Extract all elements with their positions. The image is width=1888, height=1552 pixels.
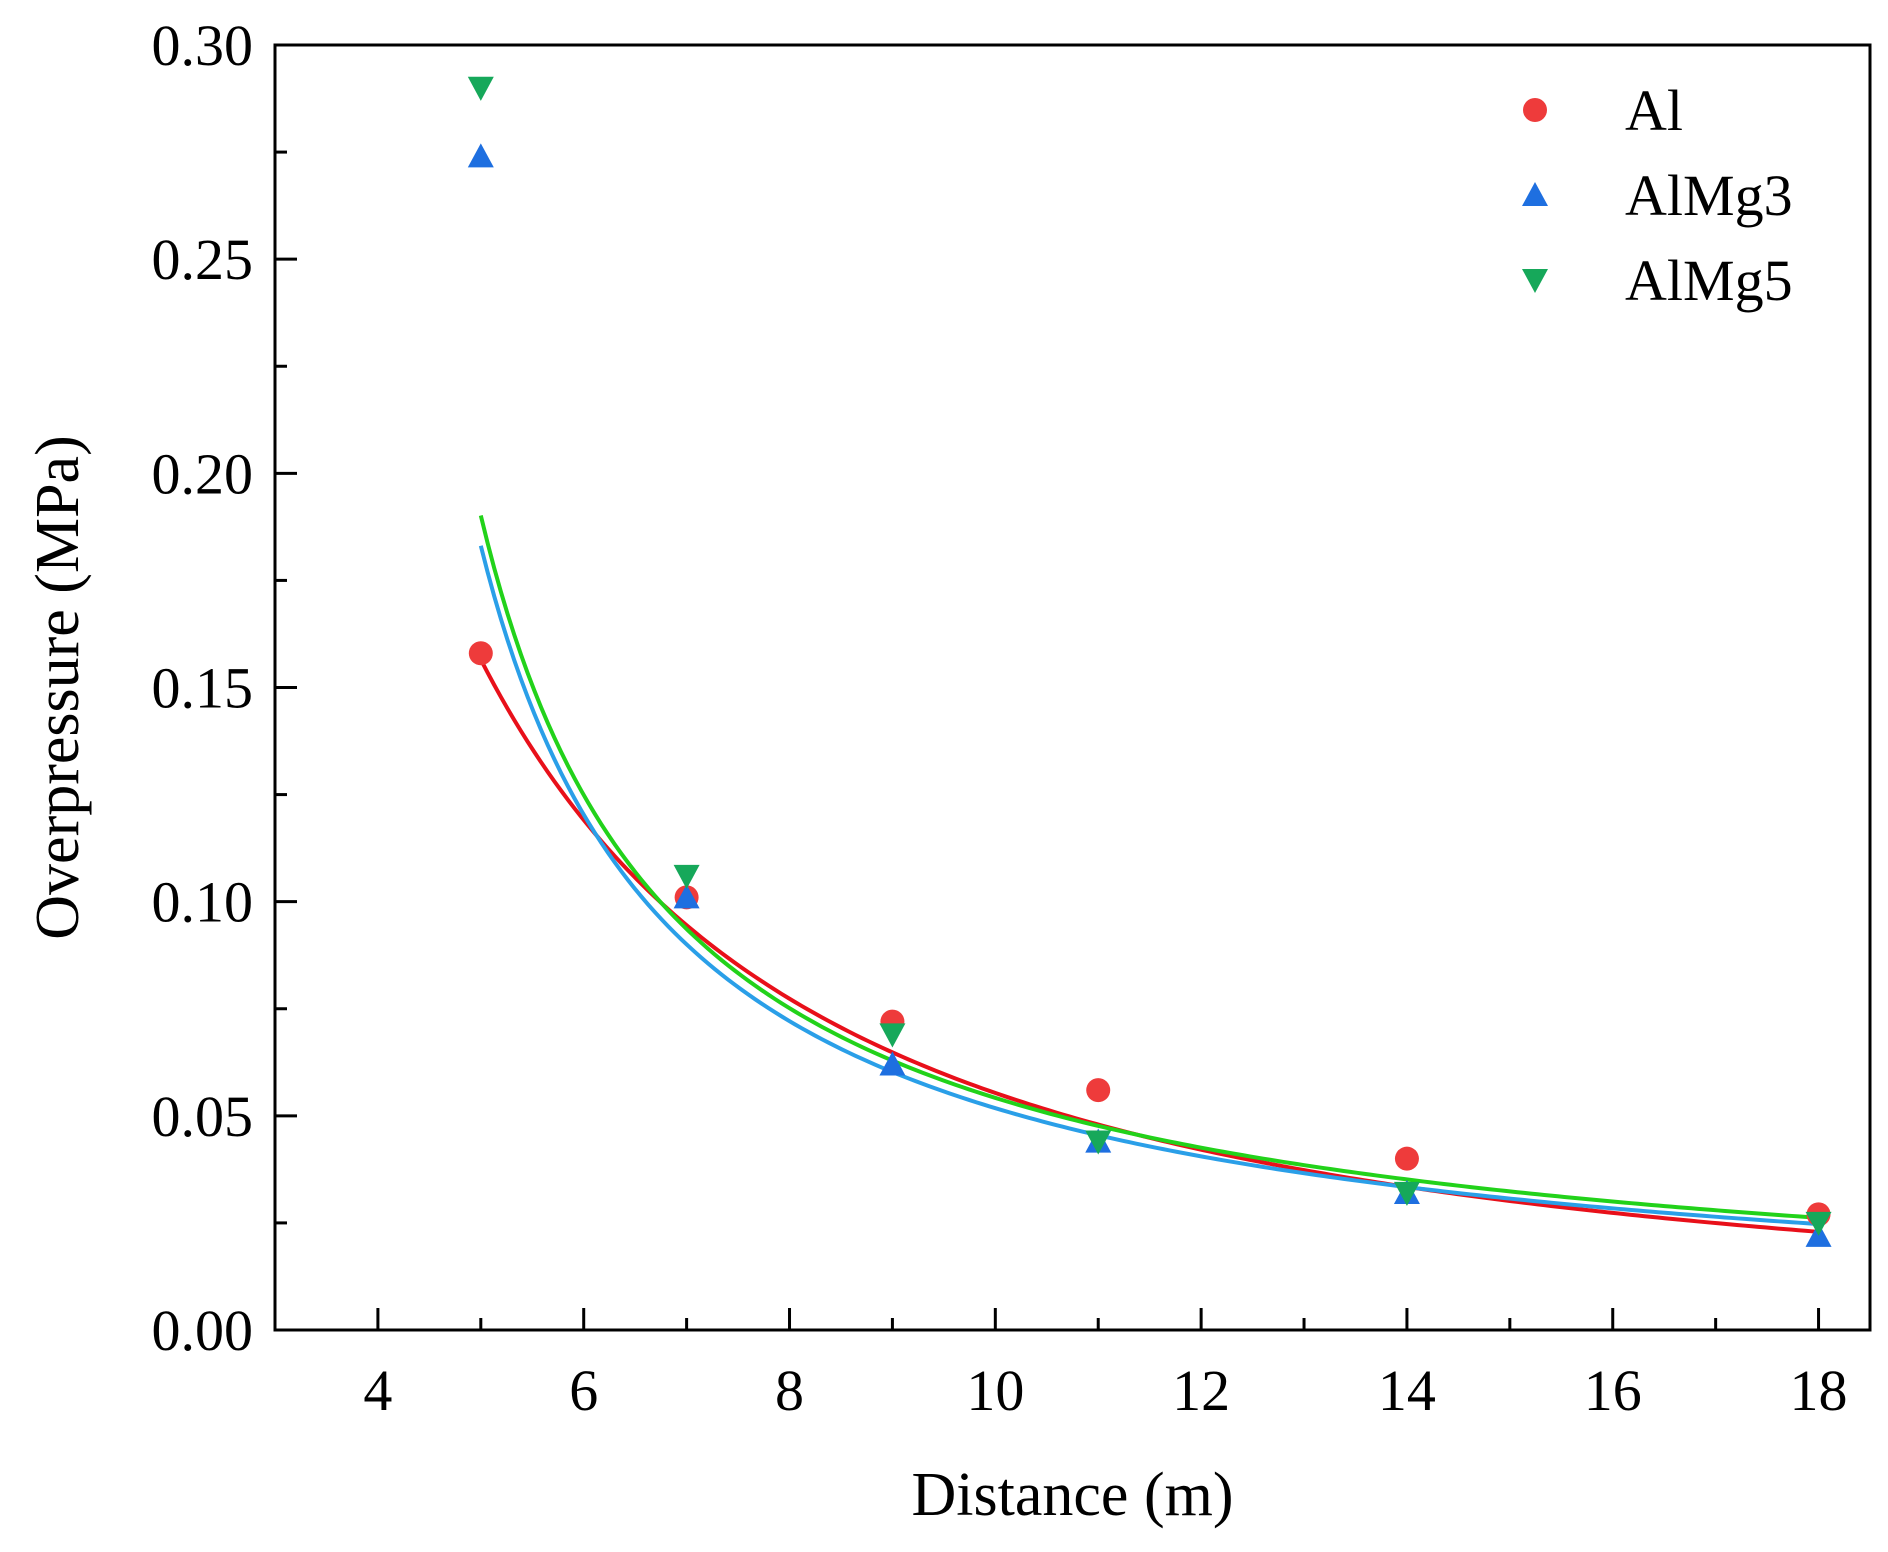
y-tick-label: 0.15: [152, 656, 254, 721]
fit-curve-almg5: [478, 514, 1819, 1220]
fit-curves: [478, 514, 1819, 1234]
fit-curve-almg3: [478, 545, 1819, 1227]
data-point-al: [1086, 1078, 1111, 1103]
data-point-almg5: [1393, 1181, 1420, 1206]
x-tick-label: 4: [363, 1358, 392, 1423]
legend-label-almg3: AlMg3: [1625, 163, 1793, 228]
plot-frame: [273, 43, 1872, 1332]
legend-marker-al: [1523, 98, 1547, 122]
data-point-almg3: [673, 884, 700, 909]
x-tick-label: 6: [569, 1358, 598, 1423]
data-point-al: [468, 641, 493, 666]
y-tick-label: 0.25: [152, 227, 254, 292]
x-axis-title: Distance (m): [912, 1461, 1234, 1529]
legend-marker-almg5: [1522, 268, 1548, 293]
y-tick-label: 0.10: [152, 870, 254, 935]
data-point-almg5: [1085, 1130, 1112, 1155]
y-axis-title: Overpressure (MPa): [24, 435, 92, 939]
data-point-almg5: [1805, 1211, 1832, 1236]
data-point-almg5: [673, 864, 700, 889]
data-point-almg5: [467, 76, 494, 101]
y-tick-label: 0.30: [152, 13, 254, 78]
y-tick-label: 0.00: [152, 1298, 254, 1363]
x-tick-label: 8: [775, 1358, 804, 1423]
y-tick-label: 0.05: [152, 1084, 254, 1149]
data-point-almg5: [879, 1023, 906, 1048]
data-points: [467, 76, 1832, 1247]
plot-area: [273, 43, 1872, 1332]
legend-label-al: Al: [1625, 78, 1683, 143]
data-point-almg3: [467, 143, 494, 168]
legend-marker-almg3: [1522, 182, 1548, 207]
y-tick-label: 0.20: [152, 441, 254, 506]
x-tick-label: 16: [1584, 1358, 1642, 1423]
x-tick-label: 14: [1378, 1358, 1436, 1423]
legend: Al AlMg3 AlMg5: [1522, 78, 1793, 313]
axis-ticks: 4 6 8 10 12 14 16 18 0.00 0.05 0.10 0.15 0.20 0.25 0.3…: [152, 13, 1848, 1423]
x-tick-label: 12: [1172, 1358, 1230, 1423]
x-tick-label: 18: [1790, 1358, 1848, 1423]
legend-label-almg5: AlMg5: [1625, 248, 1793, 313]
data-point-almg3: [879, 1051, 906, 1076]
data-point-al: [1394, 1146, 1419, 1171]
x-tick-label: 10: [966, 1358, 1024, 1423]
